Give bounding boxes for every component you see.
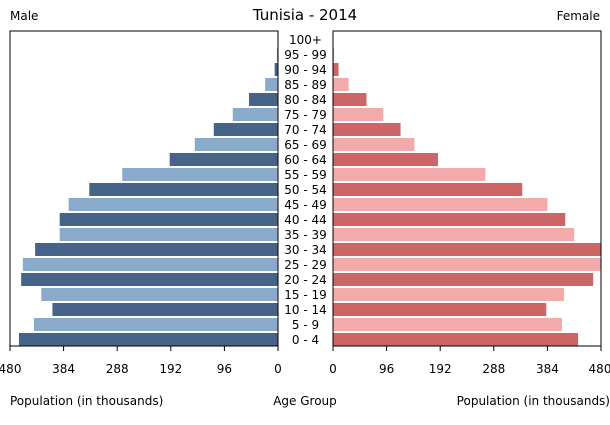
male-bar-25-29	[22, 258, 278, 271]
age-group-label: 90 - 94	[284, 63, 327, 77]
female-x-tick-label: 384	[536, 362, 559, 376]
female-bar-5-9	[333, 318, 562, 331]
female-x-tick-label: 288	[482, 362, 505, 376]
age-group-label: 0 - 4	[292, 333, 319, 347]
male-bar-85-89	[265, 78, 278, 91]
age-group-label: 5 - 9	[292, 318, 319, 332]
male-bar-55-59	[122, 168, 278, 181]
age-group-label: 50 - 54	[284, 183, 327, 197]
age-group-label: 35 - 39	[284, 228, 327, 242]
female-bar-15-19	[333, 288, 565, 301]
chart-title: Tunisia - 2014	[252, 6, 357, 24]
female-x-tick-label: 96	[379, 362, 394, 376]
female-bar-75-79	[333, 108, 384, 121]
female-bar-10-14	[333, 303, 547, 316]
male-bar-45-49	[68, 198, 278, 211]
age-group-label: 65 - 69	[284, 138, 327, 152]
female-bar-80-84	[333, 93, 367, 106]
male-plot-frame	[9, 30, 279, 347]
male-x-axis-ticks: 480 384 288 192 96 0	[0, 346, 282, 376]
age-group-axis-label: Age Group	[273, 394, 337, 408]
male-bar-65-69	[194, 138, 278, 151]
male-x-tick-label: 288	[106, 362, 129, 376]
female-bar-90-94	[333, 63, 339, 76]
female-bar-45-49	[333, 198, 548, 211]
male-bar-40-44	[59, 213, 278, 226]
male-bar-70-74	[213, 123, 278, 136]
male-x-axis-label: Population (in thousands)	[10, 394, 163, 408]
female-bar-70-74	[333, 123, 401, 136]
male-bars	[18, 33, 279, 346]
age-group-label: 10 - 14	[284, 303, 327, 317]
female-bar-55-59	[333, 168, 486, 181]
age-group-label: 70 - 74	[284, 123, 327, 137]
male-x-tick-label: 0	[274, 362, 282, 376]
male-x-tick-label: 192	[159, 362, 182, 376]
male-bar-20-24	[21, 273, 279, 286]
male-x-tick-label: 96	[217, 362, 232, 376]
female-bar-20-24	[333, 273, 594, 286]
male-bar-15-19	[41, 288, 279, 301]
age-group-label: 25 - 29	[284, 258, 327, 272]
female-bar-60-64	[333, 153, 438, 166]
age-group-label: 75 - 79	[284, 108, 327, 122]
male-x-tick-label: 480	[0, 362, 21, 376]
age-group-label: 55 - 59	[284, 168, 327, 182]
female-x-tick-label: 480	[589, 362, 610, 376]
male-bar-5-9	[34, 318, 279, 331]
female-x-tick-label: 0	[329, 362, 337, 376]
female-panel-label: Female	[557, 9, 600, 23]
age-group-label: 95 - 99	[284, 48, 327, 62]
male-bar-35-39	[59, 228, 278, 241]
male-bar-80-84	[248, 93, 278, 106]
age-group-label: 60 - 64	[284, 153, 327, 167]
female-bar-95-99	[333, 48, 335, 61]
age-group-label: 100+	[289, 33, 322, 47]
female-bar-35-39	[333, 228, 575, 241]
male-bar-50-54	[89, 183, 279, 196]
female-x-axis-ticks: 0 96 192 288 384 480	[329, 346, 610, 376]
age-group-label: 80 - 84	[284, 93, 327, 107]
female-bar-65-69	[333, 138, 415, 151]
age-group-label: 15 - 19	[284, 288, 327, 302]
age-group-label: 30 - 34	[284, 243, 327, 257]
male-bar-90-94	[274, 63, 278, 76]
age-group-label: 20 - 24	[284, 273, 327, 287]
male-bar-60-64	[169, 153, 278, 166]
female-bar-0-4	[333, 333, 579, 346]
female-x-tick-label: 192	[429, 362, 452, 376]
male-bar-30-34	[35, 243, 278, 256]
male-bar-75-79	[232, 108, 278, 121]
male-bar-10-14	[52, 303, 278, 316]
male-x-tick-label: 384	[52, 362, 75, 376]
age-group-label: 40 - 44	[284, 213, 327, 227]
male-bar-0-4	[18, 333, 279, 346]
female-bar-30-34	[333, 243, 601, 256]
age-group-label: 85 - 89	[284, 78, 327, 92]
female-x-axis-label: Population (in thousands)	[457, 394, 610, 408]
female-bar-85-89	[333, 78, 349, 91]
female-bar-40-44	[333, 213, 566, 226]
age-group-label: 45 - 49	[284, 198, 327, 212]
female-bars	[333, 33, 601, 346]
male-panel-label: Male	[10, 9, 38, 23]
female-bar-50-54	[333, 183, 523, 196]
female-plot-frame	[332, 30, 602, 347]
female-bar-25-29	[333, 258, 601, 271]
male-bar-95-99	[276, 48, 278, 61]
